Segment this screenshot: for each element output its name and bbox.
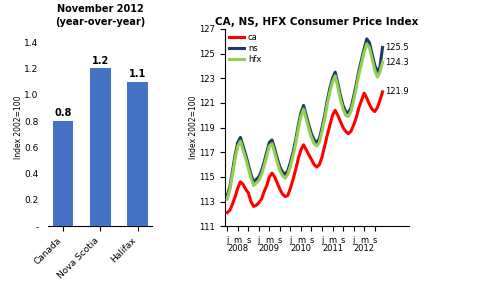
- Line: hfx: hfx: [227, 44, 382, 199]
- ns: [363, 37, 369, 41]
- Text: 1.1: 1.1: [129, 69, 146, 79]
- hfx: [379, 61, 384, 64]
- ns: [379, 46, 384, 49]
- Text: 2008: 2008: [227, 244, 248, 253]
- ca: [276, 187, 282, 191]
- ns: [224, 194, 229, 197]
- hfx: [224, 197, 229, 201]
- ns: [269, 138, 275, 142]
- Bar: [90, 68, 110, 226]
- ca: [269, 171, 275, 175]
- Text: 1.2: 1.2: [92, 56, 108, 66]
- Line: ns: ns: [227, 39, 382, 195]
- Title: CA, NS, HFX Consumer Price Index: CA, NS, HFX Consumer Price Index: [215, 17, 418, 27]
- Bar: [127, 81, 147, 226]
- ns: [250, 180, 256, 184]
- hfx: [276, 169, 282, 173]
- Text: 2010: 2010: [290, 244, 311, 253]
- Title: CA, NS, HFX CPI  Growth
November 2012
(year-over-year): CA, NS, HFX CPI Growth November 2012 (ye…: [33, 0, 168, 27]
- Line: ca: ca: [227, 92, 382, 213]
- Text: 124.3: 124.3: [384, 58, 408, 67]
- ca: [224, 211, 229, 214]
- hfx: [321, 117, 327, 121]
- Text: 2011: 2011: [322, 244, 342, 253]
- hfx: [269, 142, 275, 145]
- ca: [274, 181, 279, 185]
- ca: [321, 144, 327, 148]
- Text: 2009: 2009: [258, 244, 279, 253]
- ns: [274, 157, 279, 160]
- Bar: [53, 121, 73, 226]
- ca: [250, 205, 256, 208]
- hfx: [264, 154, 269, 158]
- Text: 2012: 2012: [353, 244, 374, 253]
- Text: 121.9: 121.9: [384, 87, 408, 96]
- Text: 125.5: 125.5: [384, 43, 408, 52]
- Y-axis label: Index 2002=100: Index 2002=100: [13, 96, 23, 159]
- ns: [264, 151, 269, 154]
- Y-axis label: Index 2002=100: Index 2002=100: [188, 96, 197, 159]
- ca: [379, 90, 384, 94]
- hfx: [274, 160, 279, 164]
- hfx: [363, 42, 369, 46]
- hfx: [250, 184, 256, 187]
- ns: [321, 113, 327, 117]
- Legend: ca, ns, hfx: ca, ns, hfx: [228, 33, 261, 64]
- Text: 0.8: 0.8: [54, 108, 72, 118]
- ca: [264, 184, 269, 187]
- ns: [276, 165, 282, 169]
